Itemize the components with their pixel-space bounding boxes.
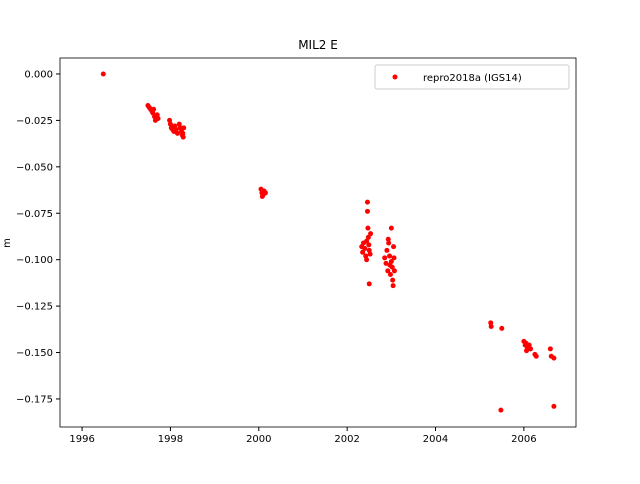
- data-point: [391, 244, 397, 250]
- data-point: [488, 320, 494, 326]
- data-point: [180, 134, 186, 140]
- y-tick-label: −0.075: [16, 209, 53, 220]
- legend-box: [374, 64, 570, 90]
- data-point: [368, 231, 374, 237]
- data-point: [155, 116, 161, 122]
- data-point: [181, 125, 187, 131]
- data-point: [383, 260, 389, 266]
- data-point: [365, 234, 371, 240]
- data-point: [180, 130, 186, 136]
- data-point: [364, 257, 370, 263]
- x-tick-label: 2006: [511, 434, 536, 445]
- y-tick-label: −0.100: [16, 255, 53, 266]
- legend-marker: [392, 74, 398, 80]
- data-point: [499, 325, 505, 331]
- y-tick-label: 0.000: [24, 69, 53, 80]
- data-point: [547, 346, 553, 352]
- data-point: [527, 346, 533, 352]
- y-tick-label: −0.050: [16, 162, 53, 173]
- data-point: [390, 283, 396, 289]
- data-point: [488, 324, 494, 330]
- data-point: [366, 242, 372, 248]
- data-point: [151, 106, 157, 112]
- data-point: [175, 130, 181, 136]
- data-point: [390, 277, 396, 283]
- data-point: [387, 272, 393, 278]
- data-point: [524, 348, 530, 354]
- legend-label: repro2018a (IGS14): [423, 73, 522, 84]
- data-point: [366, 281, 372, 287]
- x-tick-label: 1998: [158, 434, 183, 445]
- data-point: [533, 353, 539, 359]
- data-point: [387, 262, 393, 268]
- y-tick-label: −0.025: [16, 116, 53, 127]
- chart-title: MIL2 E: [298, 38, 338, 52]
- data-point: [362, 246, 368, 252]
- data-point: [364, 199, 370, 205]
- y-axis-label: m: [2, 238, 13, 248]
- data-point: [382, 255, 388, 261]
- data-point: [391, 268, 397, 274]
- data-point: [385, 268, 391, 274]
- data-point: [367, 251, 373, 257]
- x-tick-label: 2002: [334, 434, 359, 445]
- data-point: [364, 208, 370, 214]
- data-point: [388, 225, 394, 231]
- y-tick-label: −0.125: [16, 302, 53, 313]
- data-point: [391, 255, 397, 261]
- x-tick-label: 2004: [423, 434, 448, 445]
- data-point: [551, 355, 557, 361]
- x-tick-label: 1996: [69, 434, 94, 445]
- data-point: [100, 71, 106, 77]
- data-point: [387, 253, 393, 259]
- data-point: [384, 247, 390, 253]
- data-point: [498, 407, 504, 413]
- x-tick-label: 2000: [246, 434, 271, 445]
- data-point: [385, 236, 391, 242]
- plot-frame: [59, 57, 577, 428]
- data-point: [386, 240, 392, 246]
- data-point: [551, 403, 557, 409]
- data-point: [262, 190, 268, 196]
- data-point: [364, 238, 370, 244]
- data-point: [360, 249, 366, 255]
- y-tick-label: −0.150: [16, 348, 53, 359]
- y-tick-label: −0.175: [16, 394, 53, 405]
- data-point: [365, 225, 371, 231]
- data-point: [259, 194, 265, 200]
